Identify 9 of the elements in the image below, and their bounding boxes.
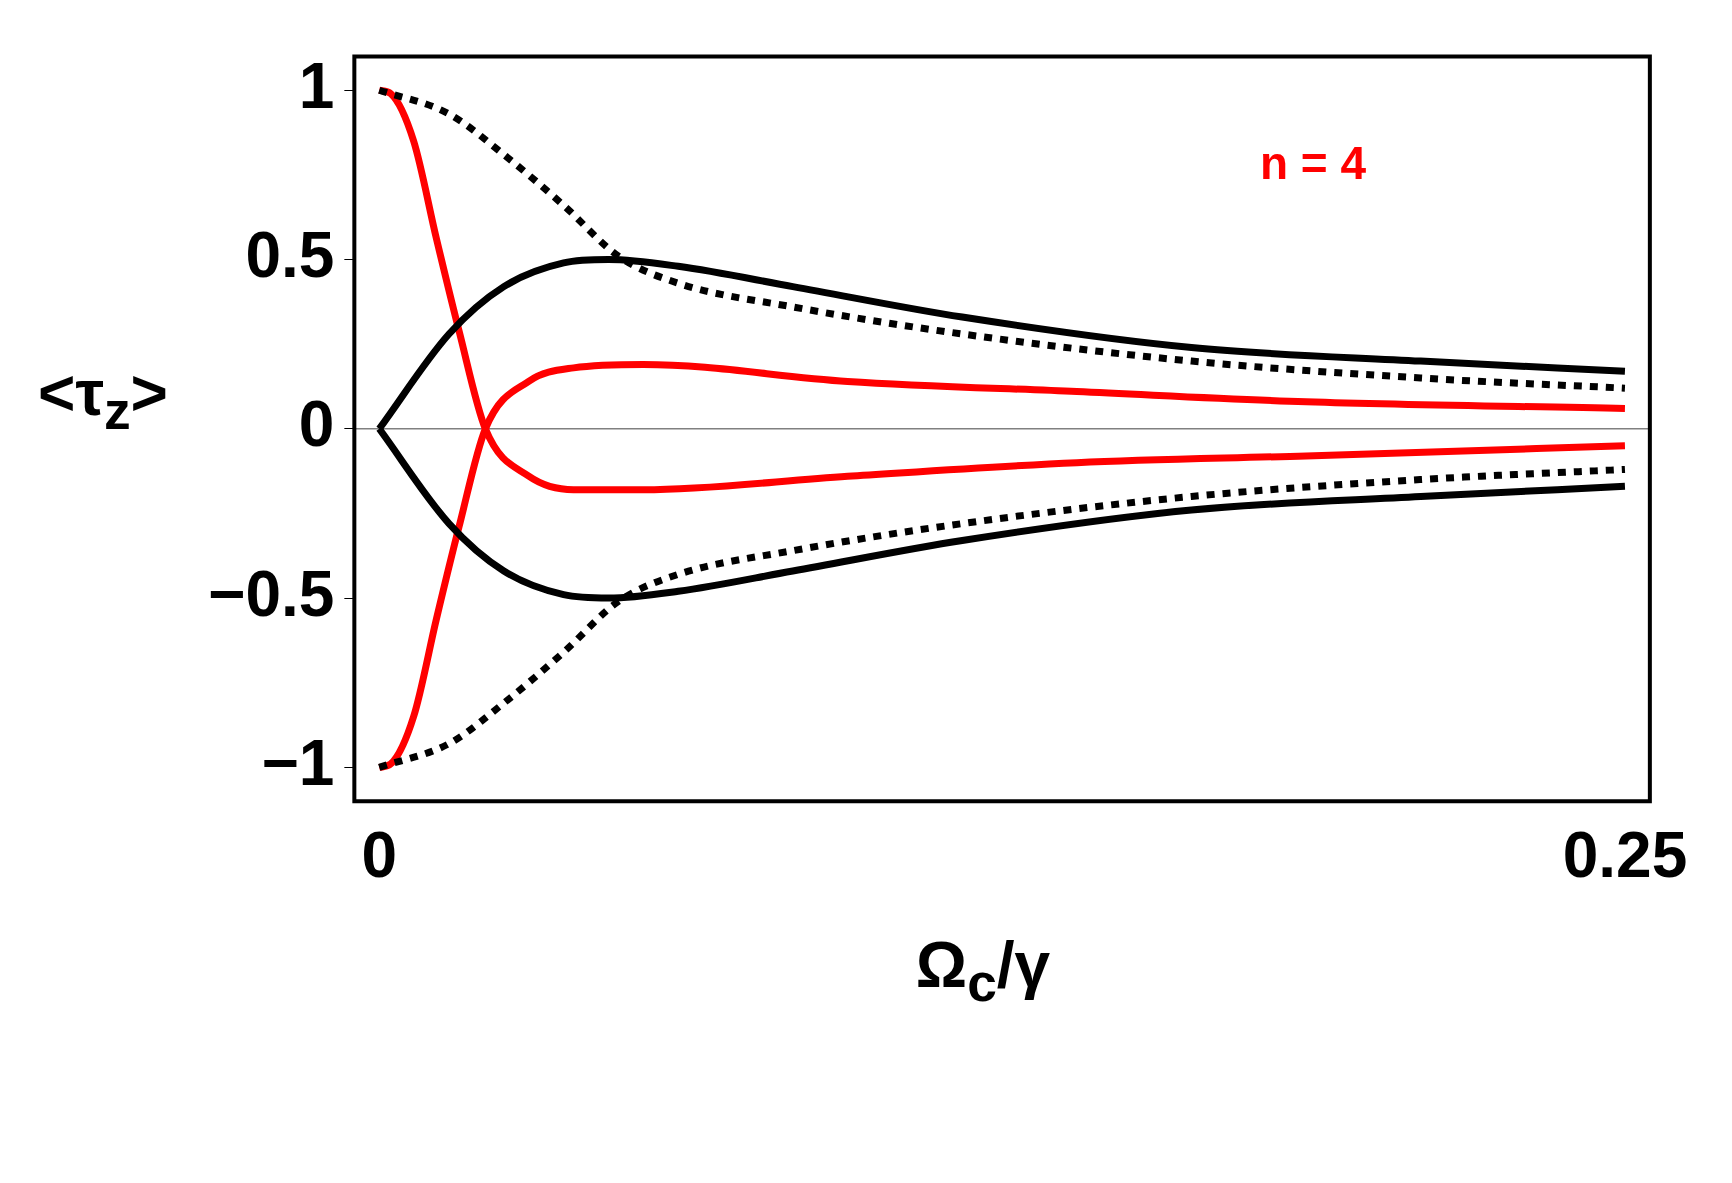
x-tick-label: 0.25 — [1562, 819, 1688, 892]
y-tick-label: 0.5 — [245, 219, 335, 292]
y-tick-label: −0.5 — [208, 557, 335, 630]
y-tick-label: 0 — [298, 388, 335, 461]
x-axis-title: Ω$_{c}$/γ — [915, 928, 1051, 1013]
y-tick-label: 1 — [298, 49, 335, 122]
y-tick-label: −1 — [261, 726, 335, 799]
y-axis-title: <τ$_{z}$> — [37, 355, 169, 442]
annotation: n = 4 — [1259, 137, 1367, 190]
